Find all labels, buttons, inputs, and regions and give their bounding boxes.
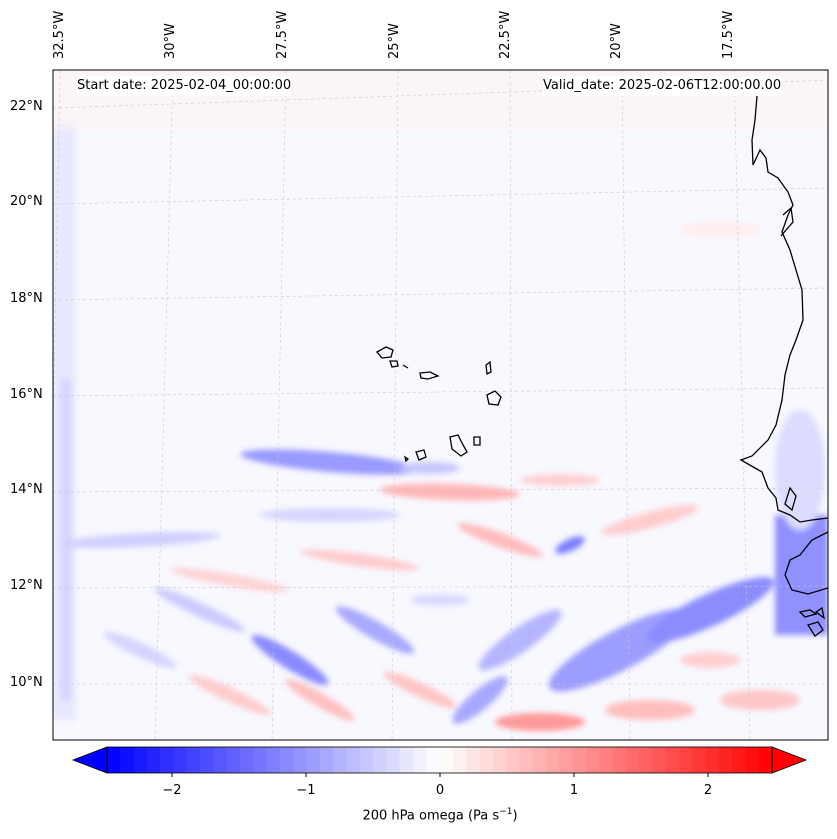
- lat-label: 12°N: [10, 578, 43, 593]
- colorbar-cell: [545, 747, 560, 773]
- graticule: [53, 70, 828, 740]
- colorbar-cell: [758, 747, 773, 773]
- colorbar-cell: [559, 747, 573, 773]
- colorbar-cell: [186, 747, 201, 773]
- colorbar-cell: [107, 747, 121, 773]
- colorbar-cell: [279, 747, 294, 773]
- colorbar-cell: [240, 747, 254, 773]
- colorbar-cell: [599, 747, 613, 773]
- colorbar-title: 200 hPa omega (Pa s−1): [362, 807, 517, 823]
- colorbar-cell: [532, 747, 547, 773]
- lat-label: 18°N: [10, 291, 43, 306]
- colorbar-cell: [492, 747, 507, 773]
- colorbar-cell: [319, 747, 334, 773]
- colorbar-extend-min: [71, 746, 108, 774]
- colorbar-cell: [226, 747, 241, 773]
- colorbar-cell: [479, 747, 494, 773]
- colorbar-tick-label: 1: [569, 783, 579, 798]
- colorbar-cell: [160, 747, 174, 773]
- colorbar-cell: [439, 747, 454, 773]
- valid-date-label: Valid_date: 2025-02-06T12:00:00.00: [543, 76, 782, 96]
- colorbar-tick-label: 2: [703, 783, 713, 798]
- colorbar-cell: [293, 747, 307, 773]
- colorbar-cell: [426, 747, 440, 773]
- lat-label: 22°N: [10, 99, 43, 114]
- colorbar-tick-label: −2: [162, 783, 182, 798]
- colorbar-cell: [745, 747, 760, 773]
- colorbar-cell: [412, 747, 427, 773]
- colorbar-title-text: 200 hPa omega (Pa s: [362, 808, 500, 824]
- colorbar-cell: [200, 747, 214, 773]
- colorbar-cell: [652, 747, 667, 773]
- lat-label: 20°N: [10, 194, 43, 209]
- colorbar-cell: [399, 747, 414, 773]
- colorbar-cell: [466, 747, 480, 773]
- colorbar-cell: [373, 747, 387, 773]
- colorbar-cell: [386, 747, 401, 773]
- colorbar-cell: [639, 747, 653, 773]
- colorbar-cell: [333, 747, 347, 773]
- colorbar-title-suffix: ): [512, 808, 518, 824]
- colorbar-cell: [625, 747, 640, 773]
- coastlines: [739, 95, 828, 637]
- colorbar-cell: [718, 747, 733, 773]
- colorbar-cell: [585, 747, 600, 773]
- colorbar-cell: [346, 747, 361, 773]
- lat-label: 16°N: [10, 387, 43, 402]
- colorbar-tick-label: −1: [296, 783, 316, 798]
- colorbar-cell: [359, 747, 374, 773]
- colorbar-cell: [678, 747, 693, 773]
- map-frame: [52, 69, 829, 741]
- colorbar-cell: [692, 747, 706, 773]
- colorbar-cell: [572, 747, 587, 773]
- lat-label: 14°N: [10, 482, 43, 497]
- colorbar-cell: [266, 747, 281, 773]
- colorbar-cell: [306, 747, 321, 773]
- colorbar-cell: [146, 747, 161, 773]
- colorbar-cell: [612, 747, 627, 773]
- colorbar-cell: [173, 747, 188, 773]
- colorbar-cell: [213, 747, 228, 773]
- colorbar-cell: [665, 747, 680, 773]
- colorbar-extend-max: [771, 746, 808, 774]
- colorbar-cell: [732, 747, 746, 773]
- lat-label: 10°N: [10, 675, 43, 690]
- colorbar-cell: [452, 747, 467, 773]
- colorbar-cell: [705, 747, 720, 773]
- colorbar-tick-label: 0: [435, 783, 445, 798]
- colorbar-cell: [519, 747, 534, 773]
- colorbar-cell: [133, 747, 148, 773]
- colorbar-cells: [107, 747, 773, 773]
- colorbar-cell: [506, 747, 520, 773]
- start-date-label: Start date: 2025-02-04_00:00:00: [77, 76, 292, 96]
- colorbar-title-exponent: −1: [499, 807, 513, 817]
- colorbar-cell: [253, 747, 268, 773]
- colorbar-cell: [120, 747, 135, 773]
- cape-verde-islands: [375, 346, 502, 463]
